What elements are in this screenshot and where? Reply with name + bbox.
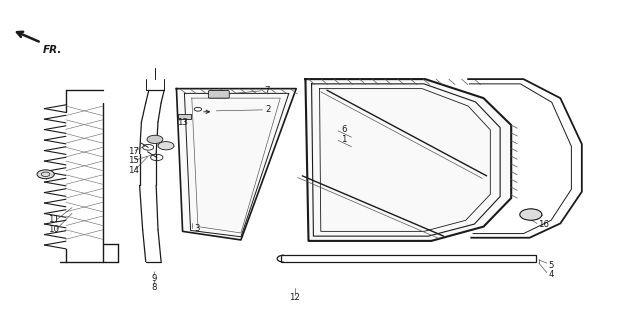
Text: 5: 5 xyxy=(549,261,554,270)
Text: 17: 17 xyxy=(128,147,139,156)
Polygon shape xyxy=(176,89,296,240)
Text: 15: 15 xyxy=(128,156,139,165)
Text: 14: 14 xyxy=(128,166,139,175)
Bar xyxy=(178,114,191,119)
Text: 16: 16 xyxy=(537,220,549,228)
Circle shape xyxy=(37,170,54,179)
Text: 11: 11 xyxy=(48,215,59,224)
Text: 12: 12 xyxy=(289,293,300,302)
Circle shape xyxy=(520,209,542,220)
Circle shape xyxy=(147,135,163,143)
Text: 7: 7 xyxy=(264,86,270,95)
Text: 2: 2 xyxy=(266,105,271,114)
Text: 3: 3 xyxy=(194,224,199,233)
FancyBboxPatch shape xyxy=(209,91,230,98)
Circle shape xyxy=(158,142,174,150)
Polygon shape xyxy=(305,79,511,241)
Text: 13: 13 xyxy=(177,118,188,127)
Text: 9: 9 xyxy=(151,274,156,283)
Text: 4: 4 xyxy=(549,270,554,279)
Text: 6: 6 xyxy=(341,125,347,134)
Text: FR.: FR. xyxy=(43,45,62,55)
Text: 10: 10 xyxy=(48,225,59,234)
Text: 8: 8 xyxy=(151,283,157,292)
Bar xyxy=(281,255,536,262)
Text: 1: 1 xyxy=(341,135,347,144)
